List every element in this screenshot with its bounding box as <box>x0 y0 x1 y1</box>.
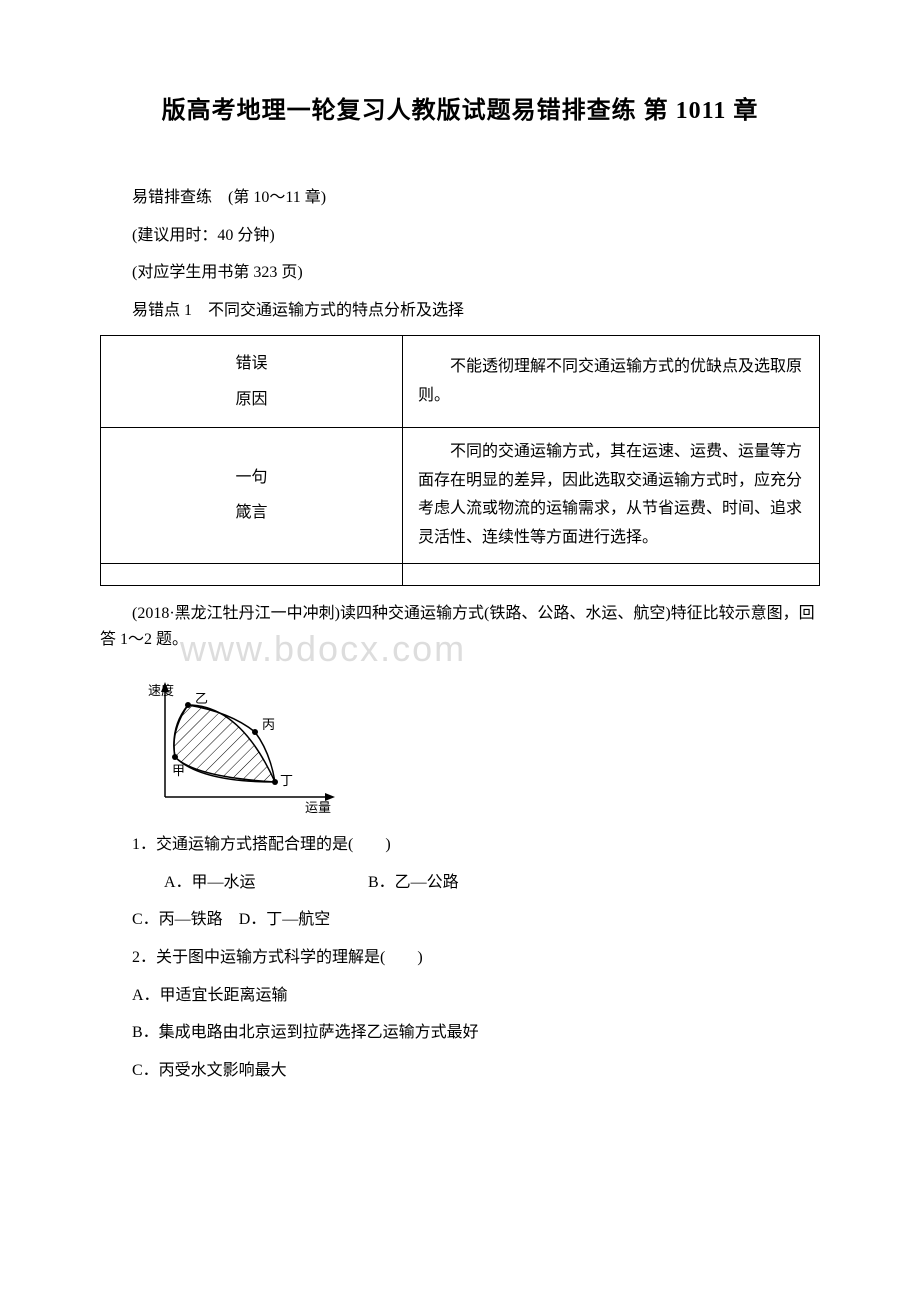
q1-option-a: A．甲—水运 <box>132 870 332 896</box>
document-content: 版高考地理一轮复习人教版试题易错排查练 第 1011 章 易错排查练 (第 10… <box>100 90 820 1083</box>
label-yi: 乙 <box>195 691 208 706</box>
chart-region <box>174 705 275 782</box>
transport-chart: 速度 运量 乙 甲 丙 丁 <box>140 667 820 817</box>
q1-options-ab: A．甲—水运 B．乙—公路 <box>100 870 820 896</box>
q2-option-a: A．甲适宜长距离运输 <box>100 983 820 1009</box>
point-yi <box>185 702 191 708</box>
label-one-sentence: 一句 <box>116 460 387 495</box>
error-summary-table: 错误 原因 不能透彻理解不同交通运输方式的优缺点及选取原则。 一句 箴言 不同的… <box>100 335 820 586</box>
question-intro: (2018·黑龙江牡丹江一中冲刺)读四种交通运输方式(铁路、公路、水运、航空)特… <box>100 601 820 652</box>
point-bing <box>252 729 258 735</box>
label-bing: 丙 <box>262 717 275 732</box>
intro-line-2: (建议用时：40 分钟) <box>100 223 820 249</box>
q1-option-d: D．丁—航空 <box>239 911 331 928</box>
table-cell-reason-text: 不能透彻理解不同交通运输方式的优缺点及选取原则。 <box>402 336 819 427</box>
q2-option-c: C．丙受水文影响最大 <box>100 1058 820 1084</box>
q1-stem: 1．交通运输方式搭配合理的是( ) <box>100 832 820 858</box>
label-reason: 原因 <box>116 382 387 417</box>
q1-option-c: C．丙—铁路 <box>132 911 223 928</box>
table-row: 错误 原因 不能透彻理解不同交通运输方式的优缺点及选取原则。 <box>101 336 820 427</box>
label-error: 错误 <box>116 346 387 381</box>
label-ding: 丁 <box>280 773 293 788</box>
q2-stem: 2．关于图中运输方式科学的理解是( ) <box>100 945 820 971</box>
point-jia <box>172 754 178 760</box>
table-row: 一句 箴言 不同的交通运输方式，其在运速、运费、运量等方面存在明显的差异，因此选… <box>101 427 820 563</box>
label-jia: 甲 <box>172 763 185 778</box>
table-cell-reason-label: 错误 原因 <box>101 336 403 427</box>
intro-line-4: 易错点 1 不同交通运输方式的特点分析及选择 <box>100 298 820 324</box>
empty-cell <box>402 563 819 585</box>
empty-cell <box>101 563 403 585</box>
intro-line-3: (对应学生用书第 323 页) <box>100 260 820 286</box>
q1-options-cd: C．丙—铁路 D．丁—航空 <box>100 907 820 933</box>
intro-line-1: 易错排查练 (第 10～11 章) <box>100 185 820 211</box>
table-row <box>101 563 820 585</box>
x-axis-label: 运量 <box>305 800 331 815</box>
page-title: 版高考地理一轮复习人教版试题易错排查练 第 1011 章 <box>100 90 820 125</box>
y-axis-label: 速度 <box>148 683 174 698</box>
q1-option-b: B．乙—公路 <box>336 870 536 896</box>
table-cell-proverb-label: 一句 箴言 <box>101 427 403 563</box>
table-cell-proverb-text: 不同的交通运输方式，其在运速、运费、运量等方面存在明显的差异，因此选取交通运输方… <box>402 427 819 563</box>
q2-option-b: B．集成电路由北京运到拉萨选择乙运输方式最好 <box>100 1020 820 1046</box>
chart-svg: 速度 运量 乙 甲 丙 丁 <box>140 667 360 817</box>
point-ding <box>272 779 278 785</box>
label-proverb: 箴言 <box>116 495 387 530</box>
